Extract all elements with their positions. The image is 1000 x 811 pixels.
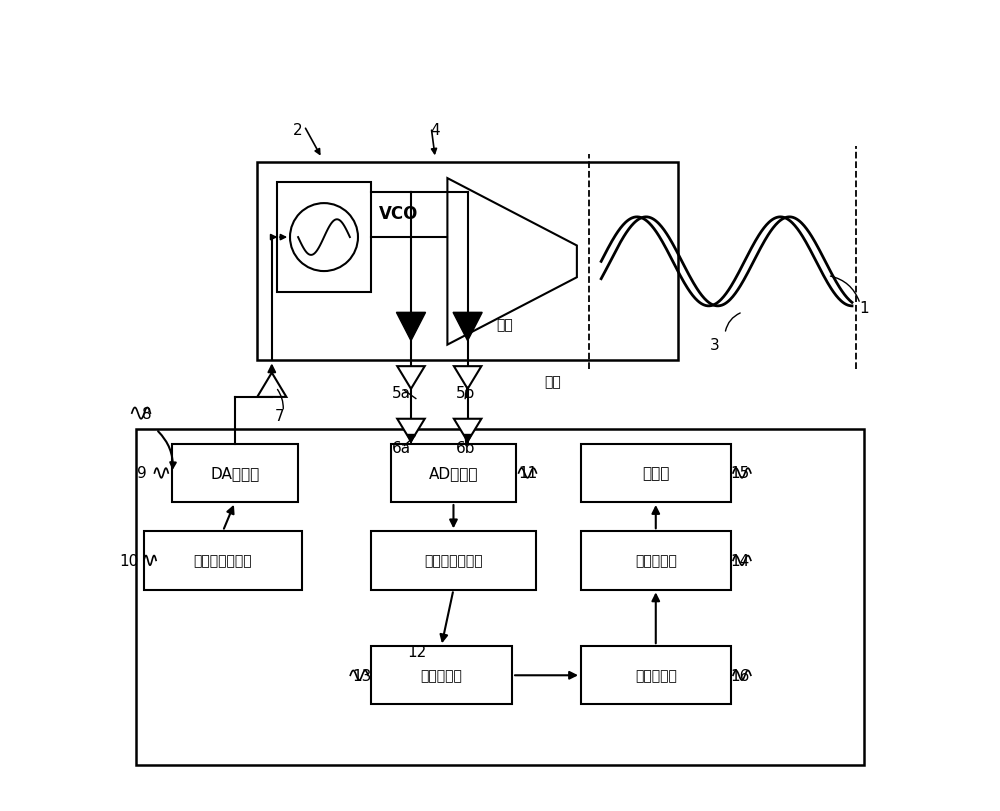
- Text: 11: 11: [518, 466, 537, 481]
- Text: 15: 15: [731, 466, 750, 481]
- Text: 12: 12: [407, 645, 426, 659]
- Bar: [172, 444, 298, 503]
- Polygon shape: [257, 373, 286, 397]
- Text: 3: 3: [710, 337, 719, 352]
- Text: 带通滤波器: 带通滤波器: [635, 668, 677, 682]
- Polygon shape: [396, 313, 426, 341]
- Bar: [371, 646, 512, 705]
- Text: 10: 10: [120, 553, 139, 569]
- Text: 差分检测器: 差分检测器: [420, 668, 462, 682]
- Text: 变频信号生成器: 变频信号生成器: [194, 554, 252, 568]
- Polygon shape: [453, 313, 482, 341]
- Text: 1: 1: [859, 301, 869, 316]
- Text: 2: 2: [293, 123, 303, 138]
- Text: VCO: VCO: [379, 205, 418, 223]
- Bar: [257, 163, 678, 361]
- Bar: [581, 531, 731, 590]
- Polygon shape: [454, 419, 481, 442]
- Text: 距离频谱计算器: 距离频谱计算器: [424, 554, 483, 568]
- Bar: [144, 531, 302, 590]
- Text: 4: 4: [430, 123, 440, 138]
- Polygon shape: [397, 367, 425, 389]
- Polygon shape: [454, 367, 481, 389]
- Bar: [581, 646, 731, 705]
- Text: 天线: 天线: [545, 374, 561, 388]
- Text: 9: 9: [137, 466, 147, 481]
- Text: 8: 8: [142, 406, 151, 421]
- Bar: [581, 444, 731, 503]
- Text: 14: 14: [731, 553, 750, 569]
- Text: 7: 7: [275, 409, 285, 423]
- Text: 6a: 6a: [392, 441, 411, 456]
- Text: 5a: 5a: [392, 386, 411, 401]
- Text: 5b: 5b: [456, 386, 475, 401]
- Text: 距离计算器: 距离计算器: [635, 554, 677, 568]
- Bar: [136, 430, 864, 765]
- Text: 16: 16: [731, 668, 750, 683]
- Text: 判断器: 判断器: [642, 466, 669, 481]
- Bar: [277, 183, 371, 292]
- Text: 6b: 6b: [455, 441, 475, 456]
- Text: DA变换器: DA变换器: [210, 466, 260, 481]
- Polygon shape: [397, 419, 425, 442]
- Bar: [391, 444, 516, 503]
- Bar: [371, 531, 536, 590]
- Text: 13: 13: [353, 668, 372, 683]
- Text: AD变换器: AD变换器: [429, 466, 478, 481]
- Text: 检波: 检波: [496, 318, 513, 332]
